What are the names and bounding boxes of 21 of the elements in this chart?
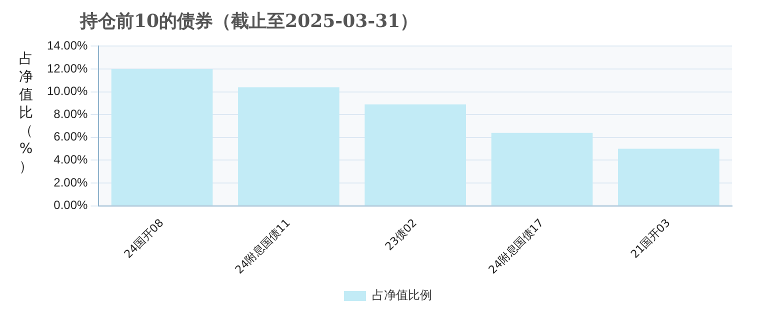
bar [238, 87, 340, 206]
y-tick-label: 4.00% [54, 152, 88, 166]
x-tick-label: 23债02 [382, 216, 420, 254]
y-axis-title: 占净值比（%） [18, 50, 34, 176]
x-tick-label: 24附息国债17 [486, 216, 546, 276]
legend-label: 占净值比例 [372, 288, 432, 302]
bar [618, 148, 720, 206]
y-tick-label: 6.00% [54, 130, 88, 144]
y-tick-label: 14.00% [46, 38, 88, 53]
y-tick-label: 8.00% [54, 106, 88, 121]
chart-title: 持仓前10的债券（截止至2025-03-31） [78, 10, 420, 34]
y-tick-label: 12.00% [46, 61, 88, 76]
y-tick-label: 2.00% [54, 175, 88, 190]
bar [364, 104, 466, 206]
y-tick-label: 10.00% [46, 84, 88, 98]
x-tick-label: 24附息国债11 [232, 216, 293, 276]
bar [111, 68, 213, 206]
bar [491, 132, 593, 206]
x-tick-label: 24国开08 [122, 216, 166, 261]
y-tick-label: 0.00% [54, 198, 88, 212]
x-tick-label: 21国开03 [628, 216, 673, 261]
